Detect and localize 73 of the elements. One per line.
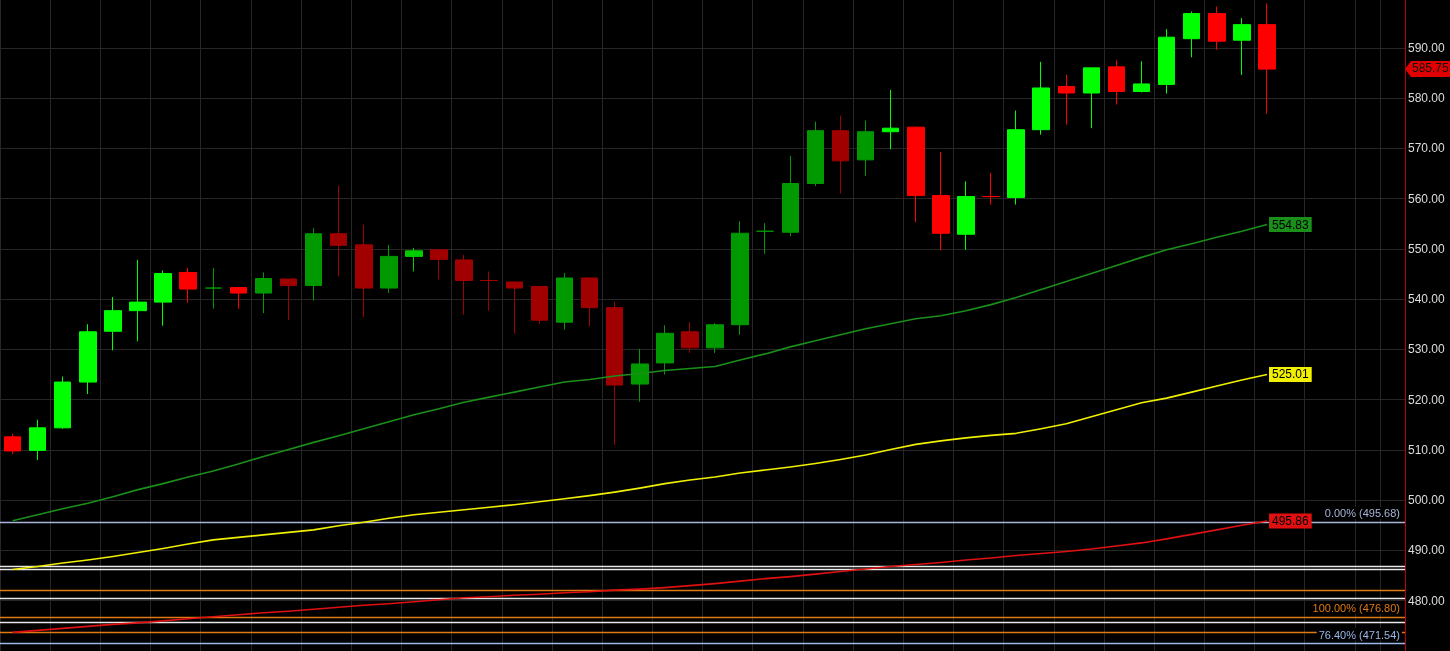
candlestick — [380, 244, 398, 294]
candlestick — [857, 120, 874, 177]
candlestick — [54, 376, 71, 430]
candlestick — [656, 324, 674, 376]
candlestick — [907, 126, 925, 223]
candlestick — [230, 286, 247, 310]
candlestick — [706, 322, 724, 354]
y-tick-label: 570.00 — [1408, 141, 1446, 156]
candlestick — [305, 227, 322, 302]
y-tick-label: 530.00 — [1408, 342, 1446, 357]
candlestick — [1133, 60, 1150, 93]
candlestick — [1233, 17, 1251, 76]
candlestick — [1158, 28, 1175, 94]
candlestick — [1032, 61, 1050, 136]
candlestick — [280, 278, 297, 321]
candlestick — [355, 224, 373, 318]
data-label: 525.01 — [1272, 367, 1310, 382]
ref-line-label: 100.00% (476.80) — [1312, 602, 1400, 615]
candlestick — [455, 254, 473, 316]
ref-line-label: 0.00% (495.68) — [1324, 507, 1400, 520]
y-tick-label: 540.00 — [1408, 292, 1446, 307]
candlestick — [330, 185, 347, 277]
candlestick — [506, 281, 523, 335]
candlestick — [1208, 6, 1226, 51]
candlestick — [982, 172, 1000, 206]
candlestick — [957, 180, 975, 251]
y-tick-label: 500.00 — [1408, 493, 1446, 508]
candlestick — [631, 348, 649, 403]
candlestick — [932, 151, 950, 251]
y-tick-label: 590.00 — [1408, 40, 1446, 55]
y-tick-label: 480.00 — [1408, 593, 1446, 608]
candlestick — [480, 270, 498, 312]
y-tick-label: 580.00 — [1408, 91, 1446, 106]
candlestick — [29, 419, 46, 461]
candlestick — [1083, 67, 1100, 129]
candlestick — [154, 269, 172, 327]
y-tick-label: 490.00 — [1408, 543, 1446, 558]
candlestick — [255, 271, 272, 314]
y-tick-label: 550.00 — [1408, 241, 1446, 256]
candlestick — [1007, 110, 1025, 206]
candlestick — [681, 321, 699, 354]
y-tick-label: 560.00 — [1408, 191, 1446, 206]
candlestick — [1058, 74, 1075, 126]
candlestick — [129, 259, 147, 342]
y-tick-label: 510.00 — [1408, 442, 1446, 457]
line-series — [11, 373, 1268, 571]
candlestick — [104, 296, 122, 351]
data-label: 554.83 — [1272, 217, 1310, 232]
ref-line-label: 76.40% (471.54) — [1318, 628, 1400, 641]
candlestick — [79, 323, 97, 395]
line-series — [11, 520, 1268, 634]
candlestick — [405, 247, 423, 272]
text: 585.75 — [1412, 61, 1450, 76]
candlestick — [4, 433, 21, 455]
candlestick — [556, 272, 573, 331]
data-label: 495.86 — [1272, 514, 1310, 529]
candlestick — [782, 155, 799, 237]
y-tick-label: 520.00 — [1408, 392, 1446, 407]
candlestick — [606, 301, 623, 446]
candlestick — [731, 220, 749, 336]
candlestick — [531, 285, 548, 325]
candlestick — [756, 222, 774, 255]
candlestick — [1258, 3, 1276, 115]
candlestick — [205, 267, 222, 310]
line-series — [11, 223, 1268, 522]
candlestick — [179, 267, 197, 304]
candlestick — [1183, 11, 1200, 58]
candlestick — [807, 121, 824, 187]
candlestick — [882, 89, 899, 150]
candlestick — [1108, 59, 1125, 106]
candlestick — [430, 248, 448, 280]
candlestick — [581, 276, 598, 327]
candlestick — [832, 115, 849, 195]
